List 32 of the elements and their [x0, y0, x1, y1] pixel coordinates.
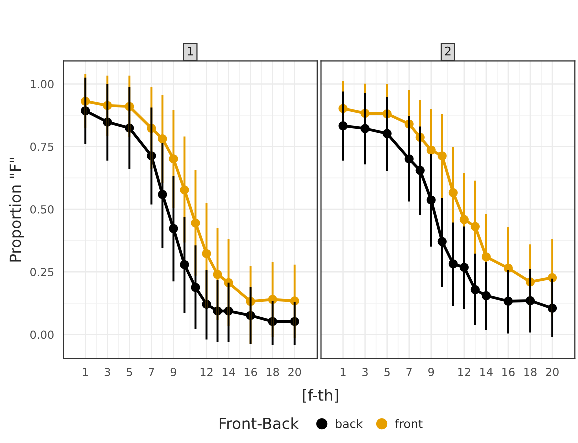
x-tick-label: 1	[83, 368, 88, 376]
x-tick-label: 1	[340, 368, 346, 376]
chart-title: 2	[445, 46, 451, 56]
x-tick-label: 7	[406, 368, 412, 376]
x-tick-label: 20	[546, 368, 559, 376]
x-tick-label: 5	[126, 368, 132, 376]
legend-title: Front-Back	[220, 418, 300, 430]
y-tick-label: 0.25	[30, 268, 54, 277]
x-tick-label: 14	[222, 368, 236, 376]
x-tick-label: 9	[170, 368, 176, 376]
x-tick-label: 18	[524, 368, 537, 376]
x-tick-label: 12	[200, 368, 213, 376]
y-tick-label: 0.00	[30, 330, 54, 340]
x-tick-label: 12	[458, 368, 470, 376]
x-tick-label: 16	[244, 368, 258, 376]
x-tick-label: 5	[384, 368, 390, 376]
x-tick-label: 14	[480, 368, 493, 376]
y-tick-label: 0.75	[30, 142, 54, 152]
x-tick-label: 18	[266, 368, 280, 376]
y-axis-title: Proportion "F"	[9, 158, 24, 262]
chart-title: 1	[188, 46, 194, 56]
x-tick-label: 7	[149, 368, 154, 376]
x-tick-label: 20	[288, 368, 302, 376]
y-tick-label: 1.00	[31, 80, 54, 89]
x-tick-label: 9	[428, 368, 434, 376]
legend-label: back	[336, 419, 364, 428]
x-axis-title: [f-th]	[303, 389, 338, 403]
y-tick-label: 0.50	[30, 205, 54, 214]
x-tick-label: 3	[104, 368, 110, 376]
x-tick-label: 16	[502, 368, 515, 376]
legend-label: front	[395, 419, 423, 428]
x-tick-label: 3	[362, 368, 368, 376]
